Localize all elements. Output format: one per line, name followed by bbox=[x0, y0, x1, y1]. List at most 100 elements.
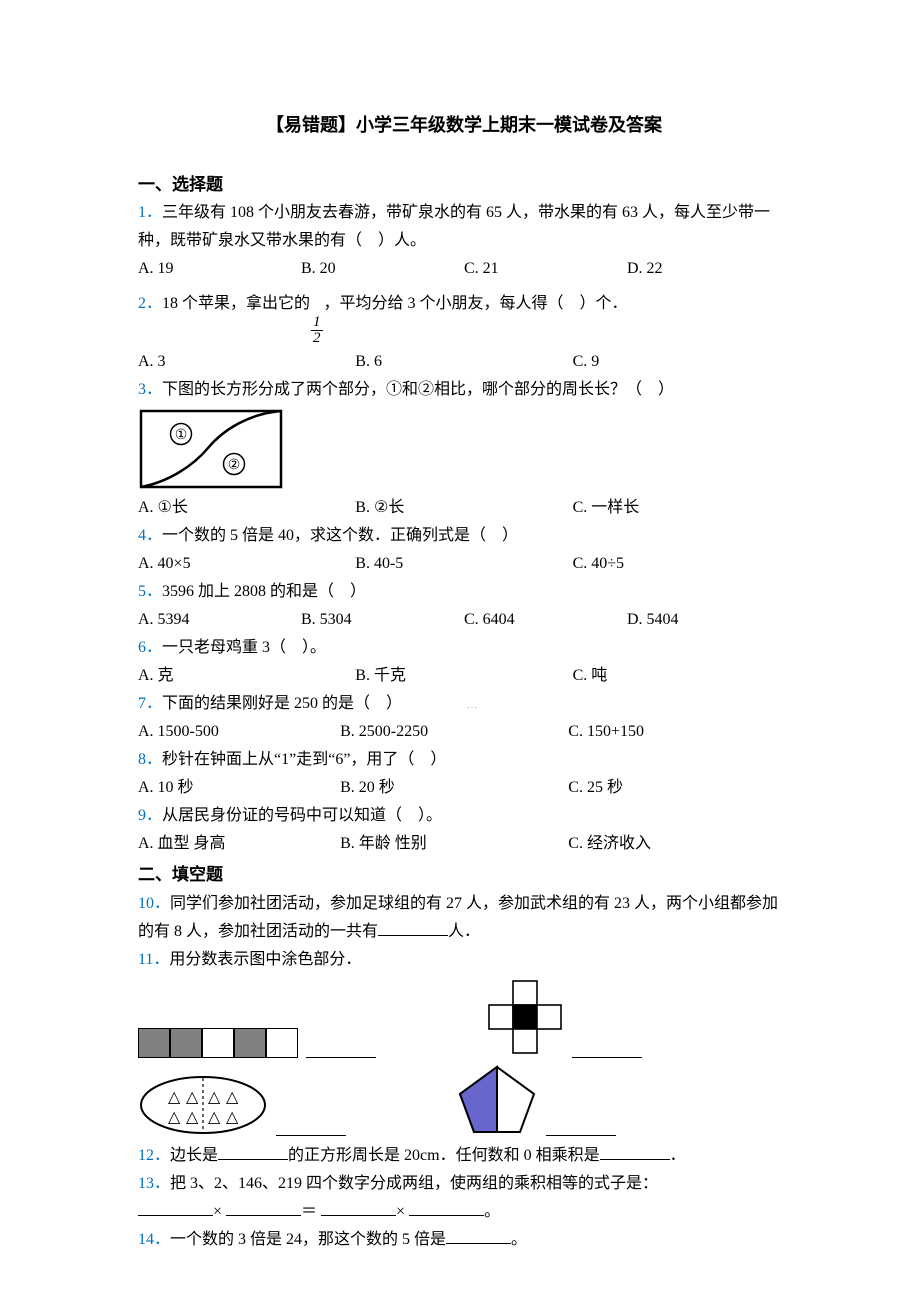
svg-text:△: △ bbox=[168, 1109, 181, 1126]
q7-opt-c: C. 150+150 bbox=[568, 718, 644, 746]
q1-opt-c: C. 21 bbox=[464, 255, 627, 283]
blank-input bbox=[321, 1199, 396, 1216]
qnum-9: 9． bbox=[138, 807, 162, 824]
q1-opt-b: B. 20 bbox=[301, 255, 464, 283]
svg-text:△: △ bbox=[168, 1089, 181, 1106]
question-9: 9．从居民身份证的号码中可以知道（ ）。 bbox=[138, 802, 790, 830]
qnum-12: 12． bbox=[138, 1147, 170, 1164]
q3-figure: ① ② bbox=[138, 408, 790, 492]
q9-opt-b: B. 年龄 性别 bbox=[340, 830, 568, 858]
exam-title: 【易错题】小学三年级数学上期末一模试卷及答案 bbox=[138, 110, 790, 142]
q13-equation: × ＝ × 。 bbox=[138, 1198, 790, 1226]
q8-opt-c: C. 25 秒 bbox=[568, 774, 623, 802]
question-14: 14．一个数的 3 倍是 24，那这个数的 5 倍是。 bbox=[138, 1226, 790, 1254]
svg-text:△: △ bbox=[208, 1109, 221, 1126]
q5-text: 3596 加上 2808 的和是（ ） bbox=[162, 583, 366, 600]
q11-fig-cross bbox=[486, 980, 642, 1058]
question-4: 4．一个数的 5 倍是 40，求这个数．正确列式是（ ） bbox=[138, 522, 790, 550]
svg-text:①: ① bbox=[175, 428, 188, 443]
qnum-6: 6． bbox=[138, 639, 162, 656]
q12-c: ． bbox=[670, 1147, 686, 1164]
q3-options: A. ①长 B. ②长 C. 一样长 bbox=[138, 494, 790, 522]
blank-input bbox=[138, 1199, 213, 1216]
question-11: 11．用分数表示图中涂色部分． bbox=[138, 946, 790, 974]
q6-opt-a: A. 克 bbox=[138, 662, 355, 690]
qnum-5: 5． bbox=[138, 583, 162, 600]
q12-a: 边长是 bbox=[170, 1147, 218, 1164]
question-10: 10．同学们参加社团活动，参加足球组的有 27 人，参加武术组的有 23 人，两… bbox=[138, 890, 790, 946]
section-fill-heading: 二、填空题 bbox=[138, 860, 790, 890]
svg-text:△: △ bbox=[226, 1089, 239, 1106]
qnum-13: 13． bbox=[138, 1175, 170, 1192]
q5-opt-d: D. 5404 bbox=[627, 606, 790, 634]
mul-sign: × bbox=[396, 1203, 405, 1220]
q2-opt-a: A. 3 bbox=[138, 348, 355, 376]
q8-text: 秒针在钟面上从“1”走到“6”，用了（ ） bbox=[162, 751, 446, 768]
question-6: 6．一只老母鸡重 3（ ）。 bbox=[138, 634, 790, 662]
q11-figures: △△ △△ △△ △△ bbox=[138, 980, 790, 1136]
q4-opt-c: C. 40÷5 bbox=[573, 550, 790, 578]
q4-options: A. 40×5 B. 40-5 C. 40÷5 bbox=[138, 550, 790, 578]
q8-options: A. 10 秒 B. 20 秒 C. 25 秒 bbox=[138, 774, 790, 802]
q2-options: A. 3 B. 6 C. 9 bbox=[138, 348, 790, 376]
question-1: 1．三年级有 108 个小朋友去春游，带矿泉水的有 65 人，带水果的有 63 … bbox=[138, 199, 790, 255]
q10-text-b: 人． bbox=[448, 923, 480, 940]
question-7: 7．下面的结果刚好是 250 的是（ ） … bbox=[138, 690, 790, 718]
q5-opt-a: A. 5394 bbox=[138, 606, 301, 634]
q13-text: 把 3、2、146、219 四个数字分成两组，使两组的乘积相等的式子是： bbox=[170, 1175, 658, 1192]
blank-input bbox=[218, 1143, 288, 1160]
q7-opt-a: A. 1500-500 bbox=[138, 718, 340, 746]
blank-input bbox=[546, 1121, 616, 1136]
blank-input bbox=[446, 1227, 511, 1244]
qnum-11: 11． bbox=[138, 951, 169, 968]
qnum-8: 8． bbox=[138, 751, 162, 768]
blank-input bbox=[409, 1199, 484, 1216]
q4-opt-a: A. 40×5 bbox=[138, 550, 355, 578]
qnum-4: 4． bbox=[138, 527, 162, 544]
q5-opt-b: B. 5304 bbox=[301, 606, 464, 634]
q6-text: 一只老母鸡重 3（ ）。 bbox=[162, 639, 326, 656]
q9-opt-c: C. 经济收入 bbox=[568, 830, 651, 858]
q3-opt-c: C. 一样长 bbox=[573, 494, 790, 522]
question-2: 2．18 个苹果，拿出它的12，平均分给 3 个小朋友，每人得（ ）个． bbox=[138, 283, 790, 348]
blank-input bbox=[378, 919, 448, 936]
question-5: 5．3596 加上 2808 的和是（ ） bbox=[138, 578, 790, 606]
q2-pre: 18 个苹果，拿出它的 bbox=[162, 295, 310, 312]
qnum-10: 10． bbox=[138, 895, 170, 912]
q2-opt-b: B. 6 bbox=[355, 348, 572, 376]
q6-opt-c: C. 吨 bbox=[573, 662, 790, 690]
q4-opt-b: B. 40-5 bbox=[355, 550, 572, 578]
q4-text: 一个数的 5 倍是 40，求这个数．正确列式是（ ） bbox=[162, 527, 518, 544]
blank-input bbox=[306, 1043, 376, 1058]
q14-b: 。 bbox=[511, 1231, 527, 1248]
q12-b: 的正方形周长是 20cm．任何数和 0 相乘积是 bbox=[288, 1147, 600, 1164]
svg-text:△: △ bbox=[186, 1089, 199, 1106]
blank-input bbox=[600, 1143, 670, 1160]
watermark-icon: … bbox=[466, 697, 478, 711]
q11-text: 用分数表示图中涂色部分． bbox=[169, 951, 361, 968]
svg-text:②: ② bbox=[228, 458, 241, 473]
svg-text:△: △ bbox=[208, 1089, 221, 1106]
q7-text: 下面的结果刚好是 250 的是（ ） bbox=[162, 695, 402, 712]
blank-input bbox=[226, 1199, 301, 1216]
q1-text: 三年级有 108 个小朋友去春游，带矿泉水的有 65 人，带水果的有 63 人，… bbox=[138, 204, 770, 249]
question-8: 8．秒针在钟面上从“1”走到“6”，用了（ ） bbox=[138, 746, 790, 774]
q1-opt-a: A. 19 bbox=[138, 255, 301, 283]
mul-sign: × bbox=[213, 1203, 222, 1220]
qnum-2: 2． bbox=[138, 295, 162, 312]
q7-options: A. 1500-500 B. 2500-2250 C. 150+150 bbox=[138, 718, 790, 746]
qnum-3: 3． bbox=[138, 381, 162, 398]
section-choice-heading: 一、选择题 bbox=[138, 170, 790, 200]
q3-text: 下图的长方形分成了两个部分，①和②相比，哪个部分的周长长？（ ） bbox=[162, 381, 674, 398]
q9-text: 从居民身份证的号码中可以知道（ ）。 bbox=[162, 807, 442, 824]
qnum-14: 14． bbox=[138, 1231, 170, 1248]
q11-fig-oval: △△ △△ △△ △△ bbox=[138, 1074, 346, 1136]
q11-fig-pentagon bbox=[456, 1064, 616, 1136]
question-3: 3．下图的长方形分成了两个部分，①和②相比，哪个部分的周长长？（ ） bbox=[138, 376, 790, 404]
fraction-icon: 12 bbox=[311, 315, 323, 346]
q3-opt-b: B. ②长 bbox=[355, 494, 572, 522]
q7-opt-b: B. 2500-2250 bbox=[340, 718, 568, 746]
svg-text:△: △ bbox=[186, 1109, 199, 1126]
qnum-7: 7． bbox=[138, 695, 162, 712]
q6-opt-b: B. 千克 bbox=[355, 662, 572, 690]
